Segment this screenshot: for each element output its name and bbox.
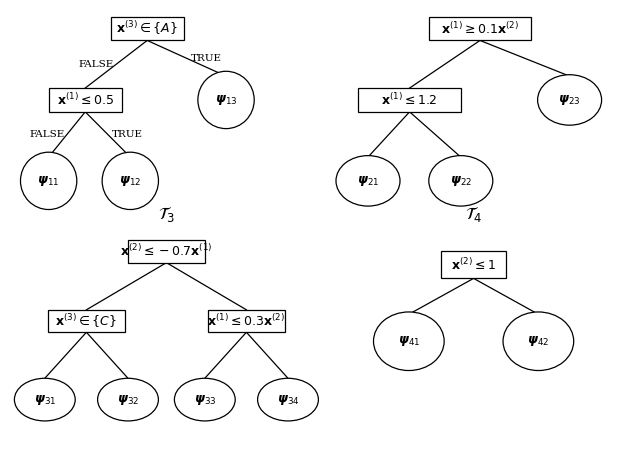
Text: $\mathbf{x}^{(1)} \geq 0.1\mathbf{x}^{(2)}$: $\mathbf{x}^{(1)} \geq 0.1\mathbf{x}^{(2… <box>441 21 519 36</box>
Text: FALSE: FALSE <box>29 130 65 139</box>
Text: $\boldsymbol{\psi}_{22}$: $\boldsymbol{\psi}_{22}$ <box>450 174 472 188</box>
FancyBboxPatch shape <box>441 251 506 278</box>
Ellipse shape <box>97 378 159 421</box>
Text: $\mathbf{x}^{(1)} \leq 0.3\mathbf{x}^{(2)}$: $\mathbf{x}^{(1)} \leq 0.3\mathbf{x}^{(2… <box>207 313 285 329</box>
Text: $\boldsymbol{\psi}_{31}$: $\boldsymbol{\psi}_{31}$ <box>34 392 56 407</box>
Text: $\mathcal{T}_3$: $\mathcal{T}_3$ <box>158 204 175 224</box>
Text: $\mathbf{x}^{(2)} \leq 1$: $\mathbf{x}^{(2)} \leq 1$ <box>451 257 496 273</box>
Ellipse shape <box>20 152 77 210</box>
Text: FALSE: FALSE <box>79 60 114 69</box>
Ellipse shape <box>258 378 319 421</box>
Text: $\boldsymbol{\psi}_{34}$: $\boldsymbol{\psi}_{34}$ <box>276 392 300 407</box>
Text: $\boldsymbol{\psi}_{21}$: $\boldsymbol{\psi}_{21}$ <box>357 174 379 188</box>
Text: $\mathbf{x}^{(3)} \in \{C\}$: $\mathbf{x}^{(3)} \in \{C\}$ <box>56 312 117 330</box>
FancyBboxPatch shape <box>111 17 184 40</box>
Text: $\boldsymbol{\psi}_{23}$: $\boldsymbol{\psi}_{23}$ <box>558 93 581 107</box>
Text: $\mathbf{x}^{(3)} \in \{A\}$: $\mathbf{x}^{(3)} \in \{A\}$ <box>116 20 178 37</box>
Text: $\mathcal{T}_4$: $\mathcal{T}_4$ <box>465 204 483 224</box>
Text: $\boldsymbol{\psi}_{42}$: $\boldsymbol{\psi}_{42}$ <box>527 334 550 348</box>
Ellipse shape <box>174 378 236 421</box>
FancyBboxPatch shape <box>429 17 531 40</box>
FancyBboxPatch shape <box>49 88 122 112</box>
Text: $\boldsymbol{\psi}_{11}$: $\boldsymbol{\psi}_{11}$ <box>38 174 60 188</box>
Ellipse shape <box>198 71 254 128</box>
Text: $\mathbf{x}^{(1)} \leq 1.2$: $\mathbf{x}^{(1)} \leq 1.2$ <box>381 92 438 108</box>
FancyBboxPatch shape <box>208 310 285 332</box>
FancyBboxPatch shape <box>358 88 461 112</box>
FancyBboxPatch shape <box>48 310 125 332</box>
Ellipse shape <box>429 156 493 206</box>
Ellipse shape <box>102 152 159 210</box>
Text: $\mathbf{x}^{(1)} \leq 0.5$: $\mathbf{x}^{(1)} \leq 0.5$ <box>57 92 114 108</box>
Ellipse shape <box>336 156 400 206</box>
Text: $\mathbf{x}^{(2)} \leq -0.7\mathbf{x}^{(1)}$: $\mathbf{x}^{(2)} \leq -0.7\mathbf{x}^{(… <box>120 243 212 260</box>
Text: TRUE: TRUE <box>191 54 222 63</box>
Ellipse shape <box>503 312 573 370</box>
Text: $\boldsymbol{\psi}_{32}$: $\boldsymbol{\psi}_{32}$ <box>117 392 139 407</box>
Ellipse shape <box>14 378 76 421</box>
FancyBboxPatch shape <box>128 240 205 263</box>
Text: $\boldsymbol{\psi}_{12}$: $\boldsymbol{\psi}_{12}$ <box>119 174 141 188</box>
Text: TRUE: TRUE <box>112 130 143 139</box>
Text: $\boldsymbol{\psi}_{33}$: $\boldsymbol{\psi}_{33}$ <box>193 392 216 407</box>
Ellipse shape <box>538 75 602 125</box>
Text: $\boldsymbol{\psi}_{41}$: $\boldsymbol{\psi}_{41}$ <box>397 334 420 348</box>
Text: $\boldsymbol{\psi}_{13}$: $\boldsymbol{\psi}_{13}$ <box>215 93 237 107</box>
Ellipse shape <box>374 312 444 370</box>
